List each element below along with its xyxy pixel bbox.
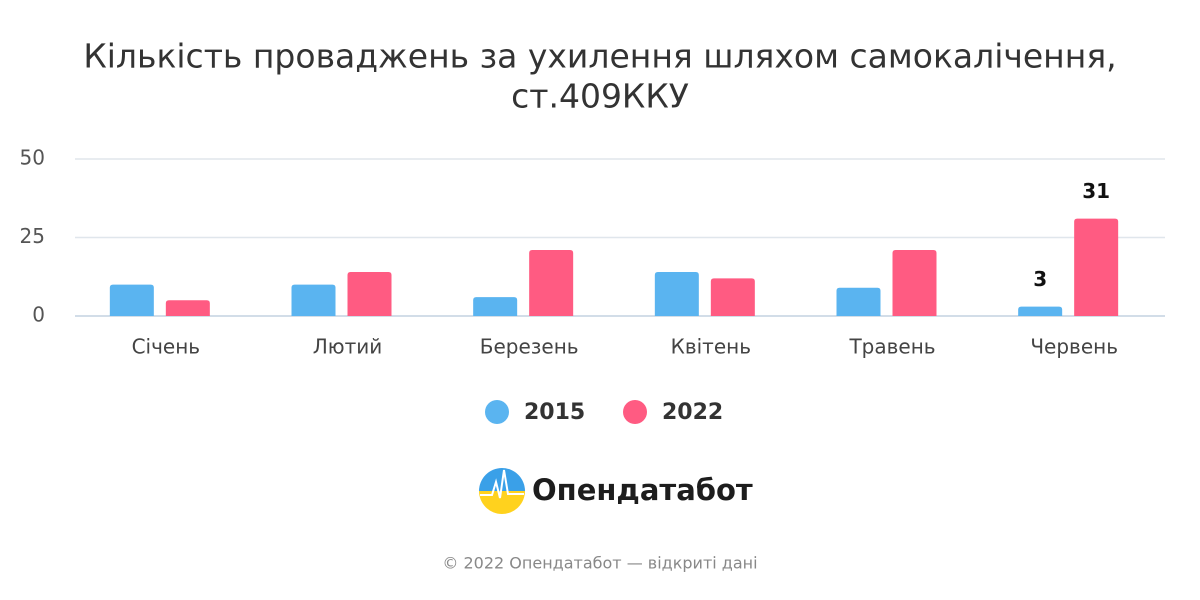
x-tick-label: Червень — [1030, 335, 1118, 359]
bar — [1074, 218, 1119, 316]
x-tick-label: Лютий — [313, 335, 383, 359]
bar — [710, 278, 755, 316]
footer: © 2022 Опендатабот — відкриті дані — [442, 554, 757, 573]
y-tick-label: 50 — [20, 146, 45, 170]
data-label: 31 — [1082, 179, 1110, 203]
data-label: 3 — [1033, 267, 1047, 291]
logo-text: Опендатабот — [532, 473, 753, 507]
x-tick-label: Квітень — [671, 335, 751, 359]
bar — [1018, 306, 1063, 316]
legend-label: 2022 — [662, 400, 723, 425]
x-tick-label: Січень — [132, 335, 201, 359]
bar — [836, 287, 881, 316]
x-tick-label: Травень — [848, 335, 935, 359]
legend-label: 2015 — [524, 400, 585, 425]
bar — [654, 272, 699, 316]
bar — [473, 297, 518, 316]
bar — [529, 250, 574, 316]
chart-title: ст.409ККУ — [511, 77, 689, 116]
logo-pulse — [480, 469, 524, 499]
y-tick-label: 25 — [20, 224, 45, 248]
bar — [291, 284, 336, 316]
bar — [109, 284, 154, 316]
bar — [165, 300, 210, 316]
legend-marker — [485, 400, 509, 424]
chart-title: Кількість проваджень за ухилення шляхом … — [83, 37, 1116, 76]
logo: Опендатабот — [479, 468, 753, 514]
x-tick-label: Березень — [480, 335, 579, 359]
legend-marker — [623, 400, 647, 424]
y-tick-label: 0 — [32, 303, 45, 327]
bar — [347, 272, 392, 316]
bar — [892, 250, 937, 316]
